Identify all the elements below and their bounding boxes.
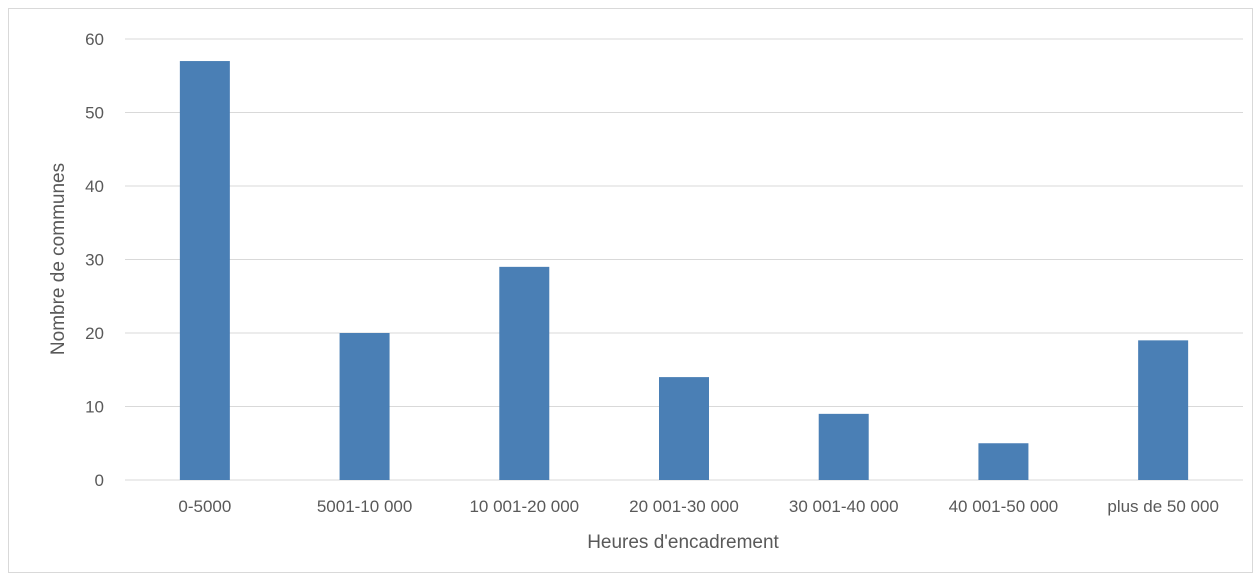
bar bbox=[818, 413, 869, 480]
y-tick-label: 30 bbox=[85, 251, 104, 270]
y-tick-label: 60 bbox=[85, 30, 104, 49]
y-tick-label: 40 bbox=[85, 177, 104, 196]
y-tick-label: 0 bbox=[95, 471, 104, 490]
gridlines bbox=[125, 38, 1243, 481]
x-tick-label: 0-5000 bbox=[178, 497, 231, 516]
y-tick-label: 20 bbox=[85, 324, 104, 343]
bar bbox=[499, 266, 550, 480]
bar bbox=[179, 61, 230, 481]
y-tick-label: 50 bbox=[85, 104, 104, 123]
x-tick-label: 10 001-20 000 bbox=[469, 497, 579, 516]
x-tick-label: 40 001-50 000 bbox=[949, 497, 1059, 516]
y-axis-title: Nombre de communes bbox=[48, 163, 69, 355]
x-tick-label: 30 001-40 000 bbox=[789, 497, 899, 516]
x-tick-label: 20 001-30 000 bbox=[629, 497, 739, 516]
x-tick-labels: 0-5000 5001-10 000 10 001-20 000 20 001-30 … bbox=[178, 497, 1219, 516]
x-tick-label: plus de 50 000 bbox=[1107, 497, 1219, 516]
bar bbox=[1138, 340, 1189, 480]
bars bbox=[179, 61, 1189, 481]
x-axis-title: Heures d'encadrement bbox=[587, 532, 779, 553]
bar bbox=[339, 333, 390, 480]
y-tick-labels: 0 10 20 30 40 50 60 bbox=[85, 30, 104, 490]
x-tick-label: 5001-10 000 bbox=[317, 497, 412, 516]
bar bbox=[659, 377, 709, 480]
y-tick-label: 10 bbox=[85, 398, 104, 417]
bar bbox=[978, 443, 1029, 480]
